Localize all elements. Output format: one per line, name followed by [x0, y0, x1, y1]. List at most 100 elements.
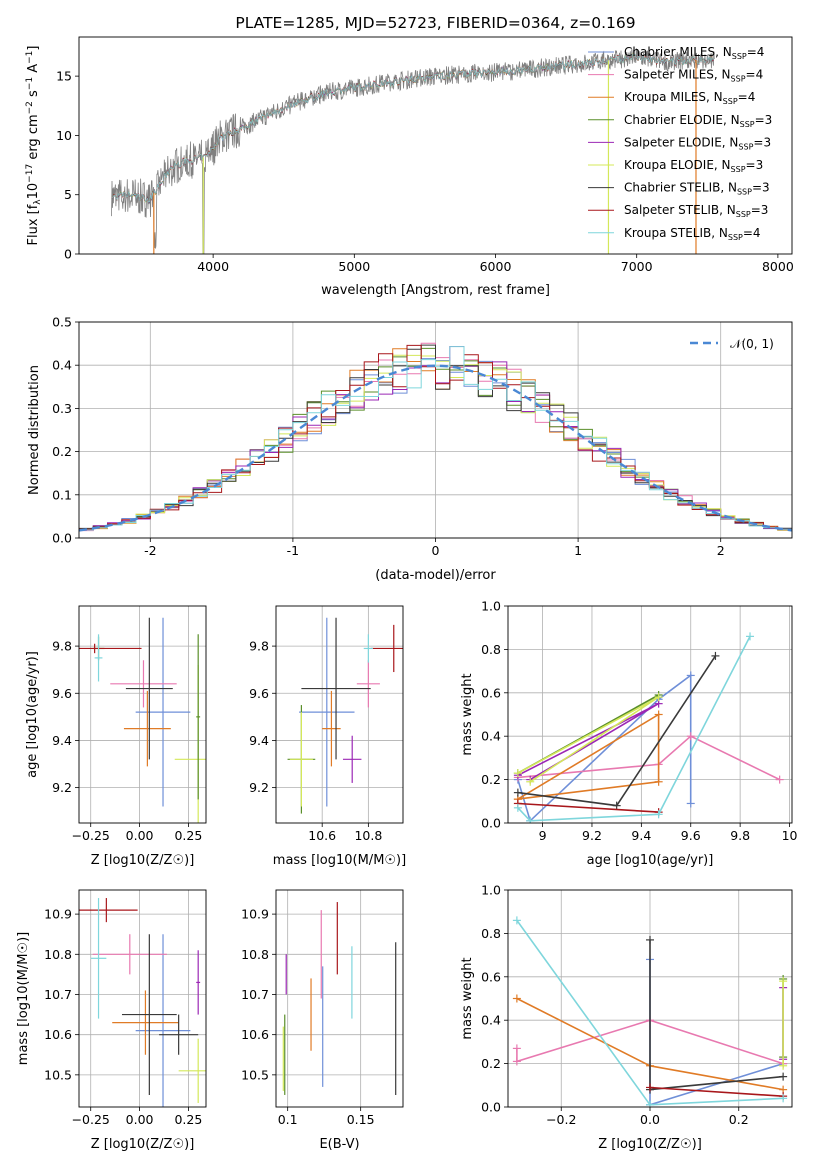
axes-spectrum: 4000 5000 6000 7000 8000 0 5 10 15	[56, 36, 794, 274]
x-tick-label: 0.2	[729, 1112, 749, 1127]
x-tick-label: 9.8	[730, 828, 750, 843]
legend-label: Salpeter MILES, NSSP=4	[624, 68, 763, 84]
axes-age_vs_Z: −0.25 0.00 0.25 9.2 9.4 9.6 9.8	[52, 605, 207, 843]
plot-area	[282, 902, 397, 1095]
y-tick-label: 0.2	[481, 772, 501, 787]
mass-weight-line	[649, 939, 784, 1091]
legend-label: Salpeter STELIB, NSSP=3	[624, 203, 768, 219]
y-tick-label: 9.6	[249, 686, 269, 701]
y-tick-label: 10.7	[241, 987, 269, 1002]
y-tick-label: 10	[56, 128, 72, 143]
legend-label: 𝒩(0, 1)	[730, 337, 774, 351]
y-tick-label: 10.6	[241, 1027, 269, 1042]
x-axis-label: Z [log10(Z/Z☉)]	[91, 1137, 195, 1152]
x-tick-label: 5000	[338, 259, 370, 274]
y-tick-label: 0.4	[481, 1013, 501, 1028]
mass-weight-line	[517, 802, 659, 813]
x-tick-label: 0.0	[640, 1112, 660, 1127]
gaussian-curve	[79, 364, 792, 532]
y-tick-label: 0.5	[52, 315, 72, 330]
y-tick-label: 0.2	[481, 1056, 501, 1071]
y-tick-label: 1.0	[481, 599, 501, 614]
plot-area	[287, 617, 403, 814]
x-tick-label: 10.8	[354, 828, 382, 843]
y-tick-label: 9.8	[249, 639, 269, 654]
mass-weight-line	[517, 713, 660, 800]
y-tick-label: 0.8	[481, 926, 501, 941]
axes-massweight_vs_age: 9 9.2 9.4 9.6 9.8 10 0.0 0.2 0.4 0.6 0.8 1.0	[481, 599, 797, 844]
mass-weight-line	[516, 1019, 784, 1065]
y-axis-label: mass [log10(M/M☉)]	[16, 932, 31, 1065]
x-axis-label: (data-model)/error	[375, 568, 496, 583]
axes-frame	[78, 605, 207, 824]
chart-title: PLATE=1285, MJD=52723, FIBERID=0364, z=0…	[235, 14, 635, 32]
y-tick-label: 0.4	[481, 729, 501, 744]
y-tick-label: 0.0	[481, 1100, 501, 1115]
y-axis-label: age [log10(age/yr)]	[25, 651, 40, 778]
y-tick-label: 0.4	[52, 358, 72, 373]
x-tick-label: 6000	[480, 259, 512, 274]
x-tick-label: 8000	[762, 259, 794, 274]
axes-frame	[78, 36, 793, 255]
x-tick-label: −0.25	[72, 1112, 110, 1127]
x-tick-label: 9.2	[582, 828, 602, 843]
x-tick-label: -2	[144, 543, 156, 558]
y-tick-label: 9.2	[52, 780, 72, 795]
mass-weight-line	[649, 1086, 784, 1097]
axes-frame	[275, 889, 404, 1108]
legend-label: Chabrier STELIB, NSSP=3	[624, 181, 770, 197]
legend-label: Kroupa ELODIE, NSSP=3	[624, 158, 763, 174]
y-axis-label: mass weight	[460, 957, 475, 1039]
residual-histogram	[79, 344, 792, 529]
axes-frame	[507, 605, 793, 824]
x-tick-label: 0.00	[126, 1112, 154, 1127]
y-tick-label: 9.4	[52, 733, 72, 748]
y-tick-label: 10.8	[44, 947, 72, 962]
y-tick-label: 10.7	[44, 987, 72, 1002]
y-tick-label: 9.4	[249, 733, 269, 748]
plot-area	[513, 632, 784, 823]
x-axis-label: wavelength [Angstrom, rest frame]	[321, 283, 550, 298]
y-tick-label: 10.5	[241, 1067, 269, 1082]
x-tick-label: −0.25	[72, 828, 110, 843]
y-tick-label: 0.2	[52, 444, 72, 459]
x-tick-label: 0.25	[174, 1112, 202, 1127]
y-tick-label: 0.3	[52, 401, 72, 416]
plot-area	[111, 48, 715, 254]
axes-age_vs_mass: 10.6 10.8 9.2 9.4 9.6 9.8	[249, 605, 404, 843]
x-tick-label: 0	[432, 543, 440, 558]
axes-frame	[78, 889, 207, 1108]
y-tick-label: 10.5	[44, 1067, 72, 1082]
legend-label: Chabrier ELODIE, NSSP=3	[624, 113, 772, 129]
x-tick-label: 9.4	[631, 828, 651, 843]
axes-mass_vs_Z: −0.25 0.00 0.25 10.5 10.6 10.7 10.8 10.9	[44, 889, 207, 1127]
y-tick-label: 10.6	[44, 1027, 72, 1042]
y-tick-label: 0.1	[52, 487, 72, 502]
axes-massweight_vs_Z: −0.2 0.0 0.2 0.0 0.2 0.4 0.6 0.8 1.0	[481, 883, 793, 1127]
y-tick-label: 9.8	[52, 639, 72, 654]
x-tick-label: -1	[287, 543, 299, 558]
x-tick-label: 2	[717, 543, 725, 558]
x-tick-label: 0.25	[174, 828, 202, 843]
y-axis-label: Normed distribution	[27, 365, 42, 495]
x-tick-label: 0.00	[126, 828, 154, 843]
legend-label: Kroupa STELIB, NSSP=4	[624, 226, 761, 242]
mass-weight-line	[517, 735, 781, 781]
y-tick-label: 0	[64, 247, 72, 262]
y-tick-label: 0.6	[481, 969, 501, 984]
y-axis-label: mass weight	[460, 673, 475, 755]
y-tick-label: 0.0	[52, 531, 72, 546]
x-tick-label: 0.1	[278, 1112, 298, 1127]
x-tick-label: 4000	[197, 259, 229, 274]
x-tick-label: 1	[574, 543, 582, 558]
y-tick-label: 15	[56, 69, 72, 84]
y-tick-label: 10.9	[241, 907, 269, 922]
residual-histogram	[79, 346, 792, 531]
axes-frame	[507, 889, 793, 1108]
x-axis-label: Z [log10(Z/Z☉)]	[91, 853, 195, 868]
y-tick-label: 0.8	[481, 642, 501, 657]
plot-area	[79, 342, 792, 532]
axes-mass_vs_EBV: 0.1 0.15 10.5 10.6 10.7 10.8 10.9	[241, 889, 404, 1127]
x-tick-label: 10.6	[308, 828, 336, 843]
